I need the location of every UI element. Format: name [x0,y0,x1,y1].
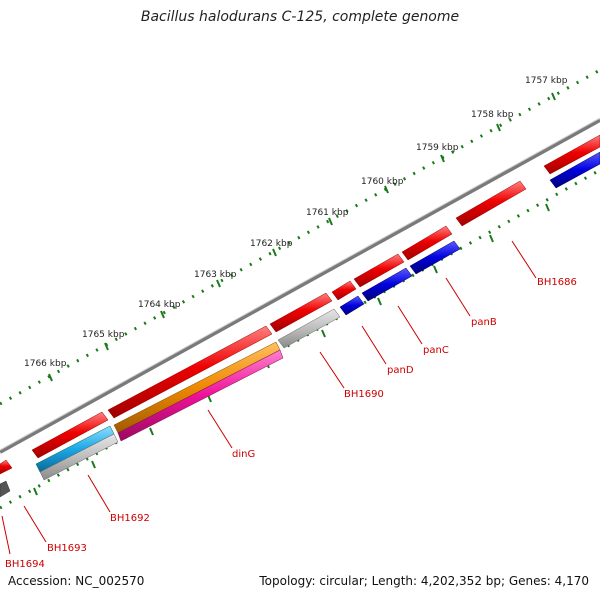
accession-label: Accession: NC_002570 [8,574,145,588]
gene-label-panc: panC [423,345,449,356]
major-ticks-outer [48,92,556,382]
gene-label-ding: dinG [232,449,255,460]
gene-dinG-forward [107,325,273,419]
gene-label-pand: panD [387,365,414,376]
gene-panc-reverse [361,267,413,302]
kbp-label: 1762 kbp [250,239,293,249]
kbp-label: 1760 kbp [361,177,404,187]
label-leaders [1,240,537,555]
gene-upper-right-reverse [549,151,600,189]
outer-tick-arc [0,68,600,406]
gene-bh1692-gray [39,433,119,481]
gene-pand-reverse [339,295,365,316]
kbp-label: 1761 kbp [306,208,349,218]
gene-panc-forward [353,253,405,288]
kbp-label: 1764 kbp [138,300,181,310]
genome-backbone [0,118,600,454]
gene-label-panb: panB [471,317,497,328]
kbp-label: 1763 kbp [194,270,237,280]
gene-bh1686 [455,180,527,227]
forward-genes [0,134,600,475]
gene-label-bh1686: BH1686 [537,277,577,288]
gene-dinG-magenta [117,349,284,442]
gene-dinG-orange [113,341,281,434]
reverse-genes [0,151,600,498]
gene-bh1694-forward [0,459,13,475]
gene-label-bh1693: BH1693 [47,543,87,554]
gene-label-bh1692: BH1692 [110,513,150,524]
gene-bh1692-forward [31,411,109,459]
genome-summary: Topology: circular; Length: 4,202,352 bp… [259,574,589,588]
kbp-label: 1766 kbp [24,359,67,369]
inner-tick-arc [0,168,600,510]
kbp-label: 1759 kbp [416,143,459,153]
gene-label-bh1690: BH1690 [344,389,384,400]
map-title: Bacillus halodurans C-125, complete geno… [140,9,460,25]
kbp-label: 1758 kbp [471,110,514,120]
gene-bh1690-reverse [277,308,341,349]
kbp-label: 1757 kbp [525,76,568,86]
kbp-label: 1765 kbp [82,330,125,340]
gene-pand-forward [331,280,357,301]
gene-bh1694-gray [0,480,11,498]
gene-panb-forward [401,225,453,261]
gene-bh1690-forward [269,292,333,333]
major-ticks [33,203,550,496]
gene-label-bh1694: BH1694 [5,559,45,570]
gene-panb-reverse [409,240,461,275]
gene-upper-right-forward [543,134,600,175]
genome-backbone-highlight [0,117,600,451]
